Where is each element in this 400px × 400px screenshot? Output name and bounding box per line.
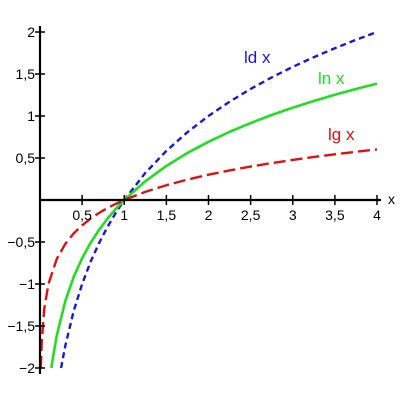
x-tick-label: 1,5	[157, 207, 177, 223]
x-tick-label: 3,5	[325, 207, 345, 223]
axes-layer: x	[38, 26, 395, 374]
x-tick-label: 4	[373, 207, 381, 223]
y-tick-label: −0,5	[7, 234, 35, 250]
x-tick-label: 2,5	[241, 207, 261, 223]
series-label-ln-x: ln x	[318, 69, 345, 88]
x-tick-label: 2	[205, 207, 213, 223]
series-line-ln-x	[50, 82, 378, 369]
series-label-ld-x: ld x	[244, 48, 271, 67]
y-tick-label: 0,5	[16, 150, 36, 166]
y-tick-label: 2	[27, 24, 35, 40]
y-tick-label: 1	[27, 108, 35, 124]
y-tick-label: −1	[19, 276, 35, 292]
x-tick-label: 0,5	[72, 207, 92, 223]
y-tick-label: 1,5	[16, 66, 36, 82]
series-line-lg-x	[40, 148, 378, 369]
y-tick-label: −2	[19, 360, 35, 376]
series-layer	[40, 30, 378, 369]
series-line-ld-x	[59, 30, 378, 369]
ticks-layer: 0,5 1 1,5 2 2,5 3 3,5 4 2 1,5 1 0,5 −0,5 −1 −1,5 −2	[7, 24, 381, 376]
series-label-lg-x: lg x	[328, 125, 355, 144]
x-tick-label: 3	[289, 207, 297, 223]
x-tick-label: 1	[120, 207, 128, 223]
y-tick-label: −1,5	[7, 318, 35, 334]
x-axis-label: x	[388, 191, 395, 207]
series-labels: ld x ln x lg x	[244, 48, 355, 144]
